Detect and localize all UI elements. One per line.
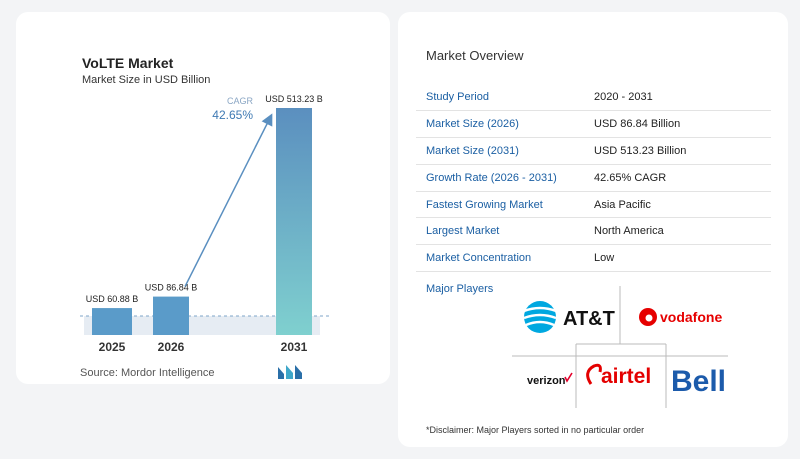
row-value: Asia Pacific [584, 191, 771, 219]
chart-title: VoLTE Market [82, 55, 174, 71]
value-label: USD 513.23 B [265, 94, 323, 104]
overview-title: Market Overview [426, 48, 524, 63]
row-label: Market Size (2026) [416, 110, 584, 139]
cagr-arrow [184, 113, 273, 287]
table-row: Market Size (2031) USD 513.23 Billion [416, 137, 771, 165]
bar-2026 [153, 296, 189, 335]
row-label: Fastest Growing Market [416, 191, 584, 219]
row-label: Largest Market [416, 217, 584, 246]
players-title: Major Players [426, 283, 494, 295]
row-value: 2020 - 2031 [584, 84, 771, 112]
att-globe-icon [523, 301, 557, 333]
value-label: USD 60.88 B [86, 294, 139, 304]
table-row: Largest Market North America [416, 217, 771, 246]
vodafone-speechmark-icon [639, 308, 657, 326]
table-row: Study Period 2020 - 2031 [416, 84, 771, 112]
row-value: North America [584, 217, 771, 246]
bar-chart: USD 60.88 B 2025 USD 86.84 B 2026 USD 513.23… [80, 94, 330, 354]
disclaimer: *Disclaimer: Major Players sorted in no … [426, 425, 645, 435]
logo-bell: Bell [671, 365, 726, 398]
row-label: Market Size (2031) [416, 137, 584, 165]
bar-2031 [276, 108, 312, 335]
table-row: Market Size (2026) USD 86.84 Billion [416, 110, 771, 139]
verizon-check-icon [564, 372, 573, 383]
row-label: Market Concentration [416, 244, 584, 273]
row-value: 42.65% CAGR [584, 164, 771, 192]
row-value: Low [584, 244, 771, 273]
value-label: USD 86.84 B [145, 283, 198, 293]
bar-2025 [92, 308, 132, 335]
row-label: Study Period [416, 84, 584, 112]
category-label: 2026 [158, 340, 185, 354]
table-row: Fastest Growing Market Asia Pacific [416, 191, 771, 219]
cagr-label: CAGR [227, 96, 254, 106]
category-label: 2025 [99, 340, 126, 354]
category-label: 2031 [281, 340, 308, 354]
mordor-logo-icon [278, 365, 302, 379]
row-value: USD 513.23 Billion [584, 137, 771, 165]
baseline-band [84, 316, 320, 335]
row-label: Growth Rate (2026 - 2031) [416, 164, 584, 192]
chart-subtitle: Market Size in USD Billion [82, 74, 211, 86]
logo-airtel: airtel [601, 365, 651, 388]
cagr-value: 42.65% [212, 108, 253, 122]
source-note: Source: Mordor Intelligence [80, 367, 215, 379]
overview-table: Study Period 2020 - 2031 Market Size (202… [416, 84, 771, 273]
logo-verizon: verizon [527, 375, 566, 387]
row-value: USD 86.84 Billion [584, 110, 771, 139]
table-row: Market Concentration Low [416, 244, 771, 273]
table-row: Growth Rate (2026 - 2031) 42.65% CAGR [416, 164, 771, 192]
airtel-swirl-icon [586, 363, 602, 385]
logo-vodafone: vodafone [660, 309, 722, 325]
logo-att: AT&T [563, 308, 615, 330]
